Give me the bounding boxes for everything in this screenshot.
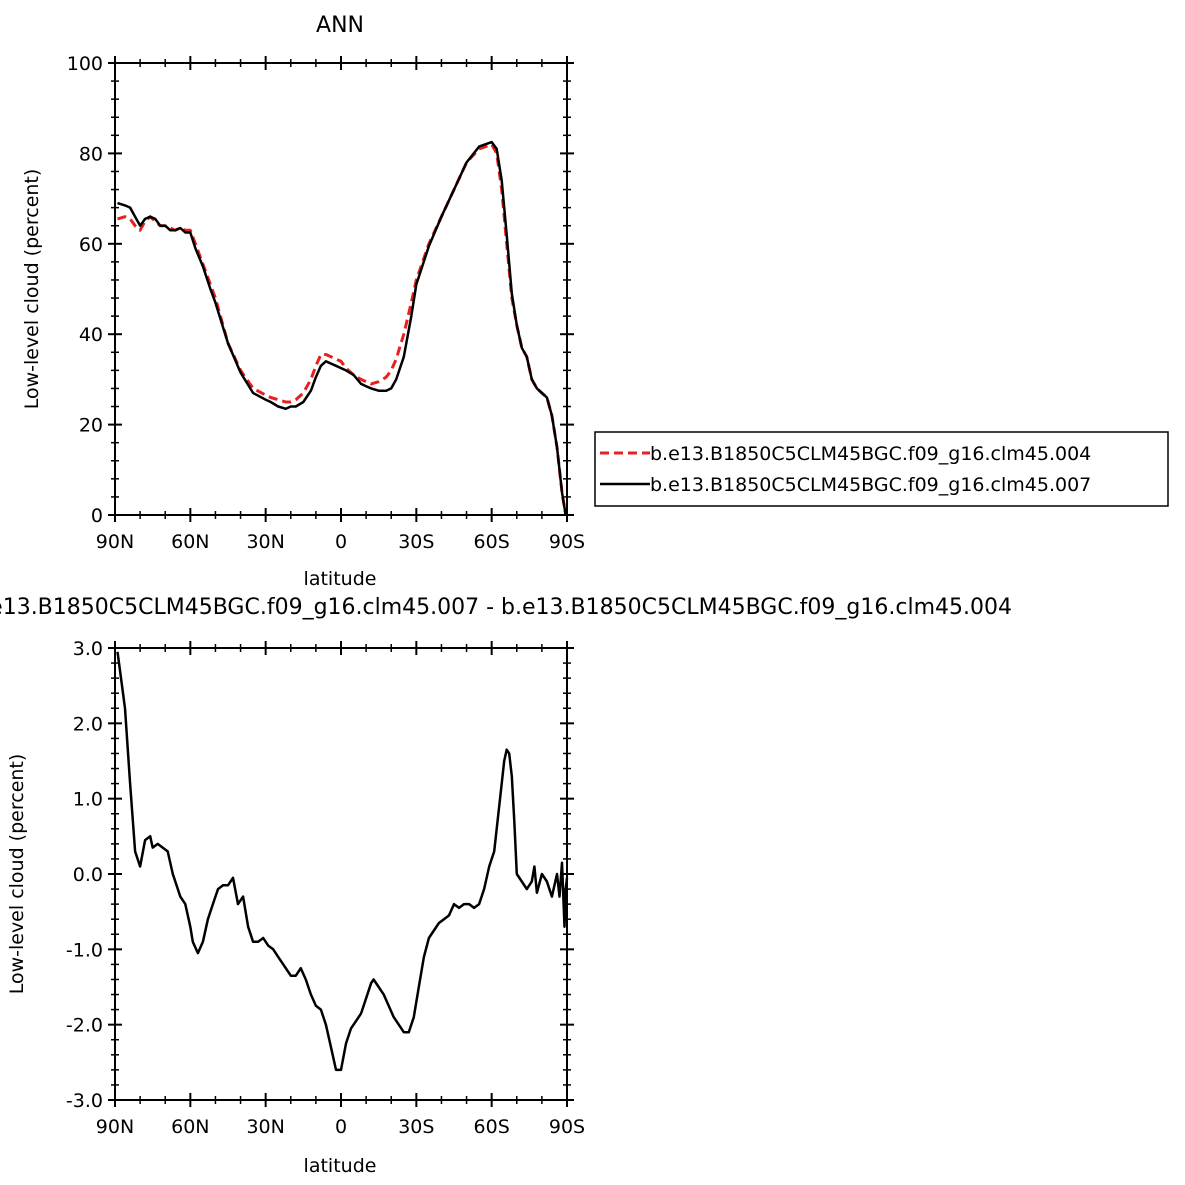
bottom-xlabel: latitude [304,1155,377,1177]
top-xtick-label: 0 [335,531,347,553]
bottom-ytick-label: -2.0 [66,1015,103,1037]
top-xtick-label: 60S [474,531,510,553]
bottom-title: b.e13.B1850C5CLM45BGC.f09_g16.clm45.007 … [0,595,1012,620]
bottom-series-line-0 [116,651,569,1072]
bottom-ytick-label: 2.0 [73,713,103,735]
top-ticks: 0 20 40 60 80 100 90N 60N 30N 0 30S 60S 90S [67,53,585,553]
top-plot-frame [114,62,568,516]
top-xlabel: latitude [304,568,377,590]
top-ytick-label: 100 [67,53,103,75]
bottom-ytick-label: 1.0 [73,789,103,811]
top-xtick-label: 90N [96,531,134,553]
top-panel: ANN Low-level cloud (percent) latitude 0… [21,13,585,590]
bottom-ytick-label: -3.0 [66,1090,103,1112]
bottom-xtick-label: 90N [96,1116,134,1138]
top-xtick-label: 60N [171,531,209,553]
bottom-xtick-label: 90S [549,1116,585,1138]
bottom-xtick-label: 60N [171,1116,209,1138]
bottom-xtick-label: 0 [335,1116,347,1138]
bottom-ylabel: Low-level cloud (percent) [6,754,28,995]
top-series-line-0 [117,142,568,516]
bottom-ytick-label: -1.0 [66,939,103,961]
top-series-line-1 [117,140,567,516]
top-ylabel: Low-level cloud (percent) [21,169,43,410]
legend-label-007: b.e13.B1850C5CLM45BGC.f09_g16.clm45.007 [650,474,1091,496]
bottom-xtick-label: 30S [398,1116,434,1138]
bottom-ytick-label: 3.0 [73,638,103,660]
top-ytick-label: 20 [79,415,103,437]
bottom-ytick-label: 0.0 [73,864,103,886]
bottom-plot-frame [114,647,568,1101]
top-title: ANN [316,13,364,38]
top-ytick-label: 0 [91,505,103,527]
legend-label-004: b.e13.B1850C5CLM45BGC.f09_g16.clm45.004 [650,443,1091,465]
top-lines [117,140,568,516]
bottom-xtick-label: 30N [246,1116,284,1138]
top-ytick-label: 40 [79,324,103,346]
top-ytick-label: 60 [79,234,103,256]
bottom-ticks: -3.0 -2.0 -1.0 0.0 1.0 2.0 3.0 90N 60N 30N 0 30S 60S… [66,638,585,1138]
top-xtick-label: 30N [246,531,284,553]
top-xtick-label: 90S [549,531,585,553]
legend-box [594,431,1169,507]
bottom-panel: b.e13.B1850C5CLM45BGC.f09_g16.clm45.007 … [0,595,1012,1177]
top-xtick-label: 30S [398,531,434,553]
bottom-lines [116,651,569,1072]
top-ytick-label: 80 [79,143,103,165]
legend: b.e13.B1850C5CLM45BGC.f09_g16.clm45.004 … [594,431,1169,507]
bottom-xtick-label: 60S [474,1116,510,1138]
